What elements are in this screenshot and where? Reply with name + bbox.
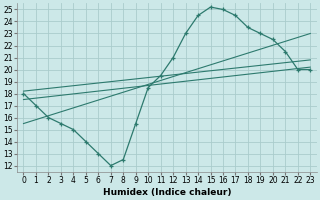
X-axis label: Humidex (Indice chaleur): Humidex (Indice chaleur) [103,188,231,197]
